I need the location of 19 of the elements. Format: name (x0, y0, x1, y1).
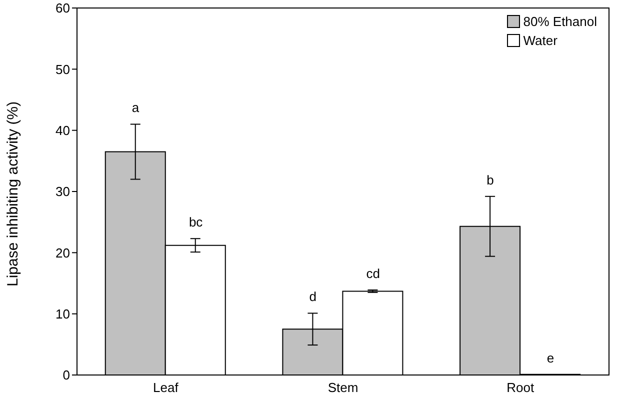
y-tick-label: 40 (56, 122, 70, 138)
data-label: d (309, 289, 316, 304)
y-tick-label: 0 (62, 368, 70, 383)
y-tick-label: 30 (56, 184, 70, 200)
y-axis-title: Lipase inhibiting activity (%) (4, 101, 22, 286)
y-tick-label: 60 (56, 0, 70, 16)
data-label: e (546, 350, 554, 366)
data-label: cd (366, 266, 380, 281)
y-tick-label: 50 (56, 62, 70, 77)
y-tick-label: 10 (56, 306, 70, 322)
y-tick-label: 20 (56, 245, 70, 260)
data-label: bc (188, 214, 204, 230)
x-tick-label: Leaf (153, 380, 179, 396)
x-tick-label: Stem (328, 380, 358, 396)
data-label: b (486, 172, 494, 188)
legend-label: Water (523, 33, 558, 48)
data-label: a (132, 100, 140, 116)
x-tick-label: Root (506, 380, 534, 396)
legend-label: 80% Ethanol (523, 14, 597, 29)
